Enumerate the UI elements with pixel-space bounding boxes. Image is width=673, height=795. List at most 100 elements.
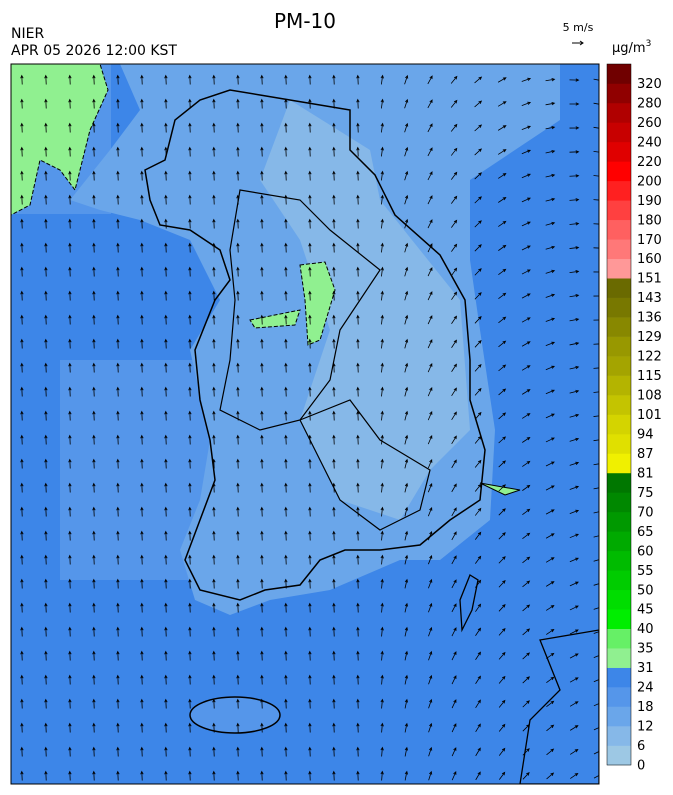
wind-arrow <box>284 506 288 517</box>
wind-arrow <box>475 651 482 660</box>
colorbar-segment <box>607 433 631 454</box>
wind-arrow <box>593 223 599 225</box>
wind-arrow <box>593 271 599 273</box>
wind-arrow <box>450 195 458 204</box>
colorbar-label: 0 <box>637 759 645 774</box>
wind-arrow <box>498 316 507 324</box>
wind-arrow <box>308 554 312 565</box>
wind-arrow <box>44 314 48 325</box>
wind-arrow <box>474 172 482 180</box>
colorbar-segment <box>607 628 631 649</box>
wind-arrow <box>260 122 264 133</box>
colorbar-label: 129 <box>637 330 662 345</box>
colorbar-label: 260 <box>637 116 662 131</box>
wind-arrow <box>404 386 409 397</box>
wind-arrow <box>593 151 599 153</box>
wind-arrow <box>450 75 458 84</box>
wind-arrow <box>521 293 531 299</box>
wind-arrow <box>332 698 336 709</box>
wind-arrow <box>356 386 360 397</box>
wind-arrow <box>284 746 288 757</box>
wind-arrow <box>140 194 144 205</box>
wind-arrow <box>356 770 360 781</box>
wind-arrow <box>260 170 264 181</box>
wind-arrow <box>545 78 556 82</box>
wind-arrow <box>332 146 336 157</box>
colorbar-label: 108 <box>637 389 662 404</box>
wind-arrow <box>92 506 96 517</box>
wind-arrow <box>308 698 312 709</box>
wind-arrow <box>380 290 384 301</box>
wind-arrow <box>44 698 48 709</box>
wind-arrow <box>308 242 312 253</box>
wind-arrow <box>44 650 48 661</box>
wind-arrow <box>20 98 24 109</box>
wind-arrow <box>212 674 216 685</box>
wind-arrow <box>593 367 599 369</box>
wind-arrow <box>356 362 360 373</box>
wind-arrow <box>44 530 48 541</box>
wind-arrow <box>164 338 168 349</box>
colorbar-segment <box>607 64 631 84</box>
wind-arrow <box>116 650 120 661</box>
wind-arrow <box>92 338 96 349</box>
wind-arrow <box>92 266 96 277</box>
wind-arrow <box>188 122 192 133</box>
wind-arrow <box>116 410 120 421</box>
wind-arrow <box>498 244 507 251</box>
wind-arrow <box>356 218 360 229</box>
wind-arrow <box>498 580 506 588</box>
wind-arrow <box>451 771 457 781</box>
wind-arrow <box>68 242 72 253</box>
wind-arrow <box>356 194 360 205</box>
coastline <box>519 629 599 784</box>
wind-arrow <box>92 458 96 469</box>
wind-arrow <box>236 122 240 133</box>
wind-arrow <box>20 770 24 781</box>
wind-arrow <box>212 602 216 613</box>
wind-arrow <box>356 530 360 541</box>
wind-arrow <box>164 482 168 493</box>
wind-arrow <box>284 482 288 493</box>
wind-arrow <box>404 506 409 517</box>
wind-arrow <box>68 578 72 589</box>
wind-arrow <box>404 314 409 325</box>
wind-arrow <box>260 410 264 421</box>
wind-arrow <box>474 483 482 492</box>
wind-arrow <box>593 773 599 779</box>
wind-arrow <box>404 122 409 133</box>
wind-arrow <box>569 102 580 106</box>
colorbar-label: 122 <box>637 350 662 365</box>
wind-arrow <box>164 74 168 85</box>
wind-arrow <box>380 122 384 133</box>
wind-arrow <box>44 218 48 229</box>
wind-arrow <box>404 746 409 757</box>
wind-arrow <box>380 530 384 541</box>
wind-arrow <box>546 724 555 732</box>
wind-arrow <box>522 628 531 636</box>
wind-arrow <box>451 219 458 228</box>
wind-arrow <box>44 746 48 757</box>
wind-arrow <box>20 314 24 325</box>
wind-scale-arrow <box>572 40 584 46</box>
wind-arrow <box>260 698 264 709</box>
wind-arrow <box>545 317 556 322</box>
wind-arrow <box>404 242 409 253</box>
wind-arrow <box>474 196 482 204</box>
wind-arrow <box>428 602 433 613</box>
wind-arrow <box>236 290 240 301</box>
wind-arrow <box>260 746 264 757</box>
wind-arrow <box>20 602 24 613</box>
wind-arrow <box>521 245 531 251</box>
wind-arrow <box>68 170 72 181</box>
wind-arrow <box>428 674 433 685</box>
wind-arrow <box>164 218 168 229</box>
wind-arrow <box>284 626 288 637</box>
wind-arrow <box>498 747 506 756</box>
wind-arrow <box>284 146 288 157</box>
wind-arrow <box>44 626 48 637</box>
wind-arrow <box>593 126 599 129</box>
wind-arrow <box>332 338 336 349</box>
wind-arrow <box>427 530 433 541</box>
wind-arrow <box>545 341 556 346</box>
